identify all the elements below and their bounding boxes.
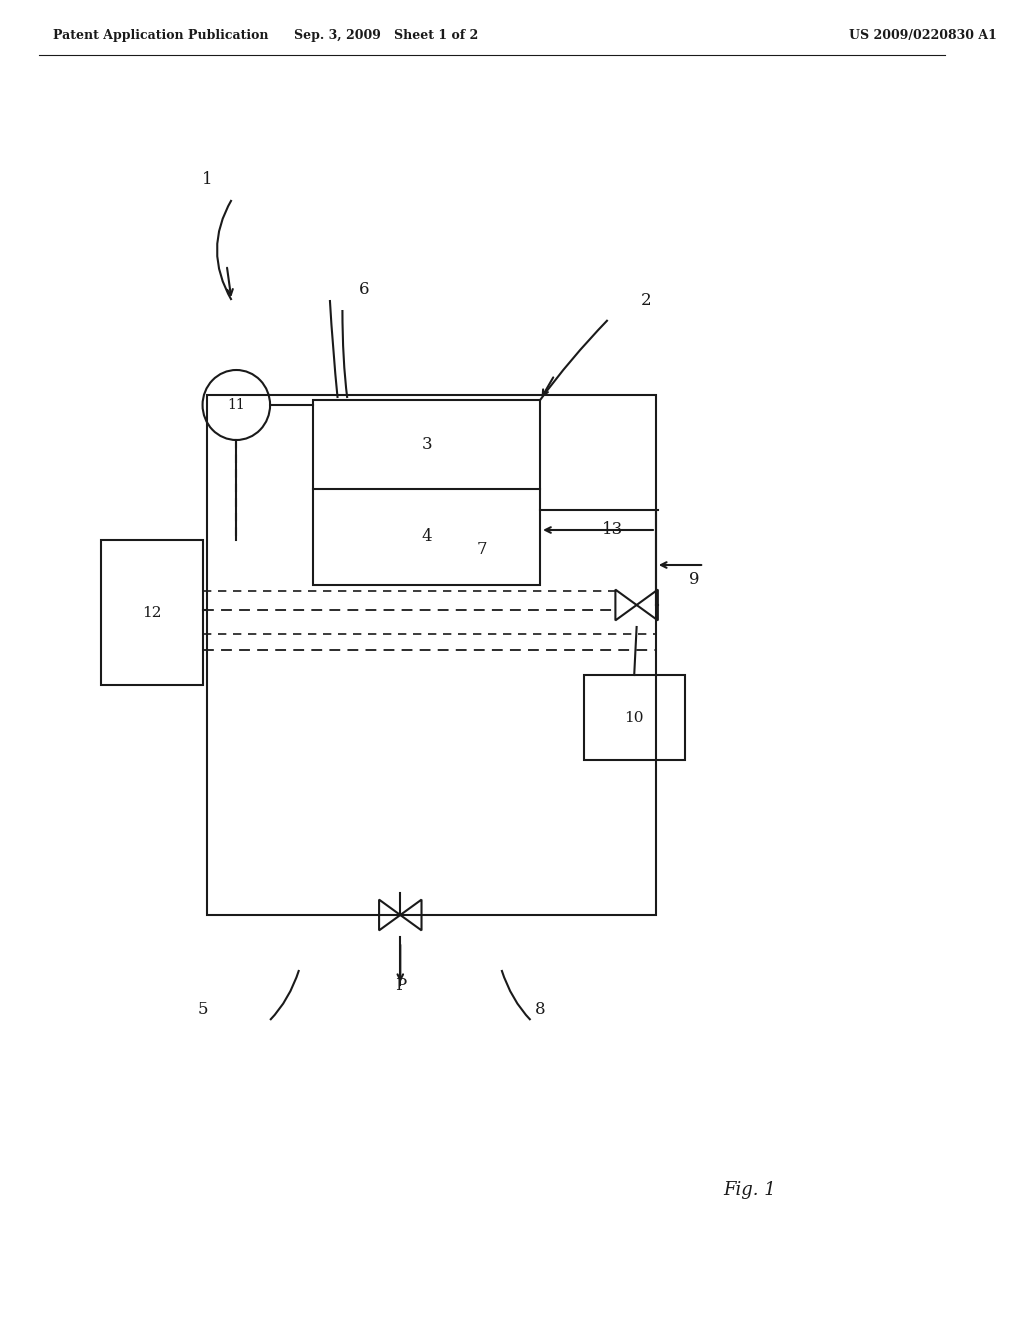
Text: Sep. 3, 2009   Sheet 1 of 2: Sep. 3, 2009 Sheet 1 of 2 <box>294 29 478 41</box>
Text: 5: 5 <box>198 1002 208 1019</box>
Text: 2: 2 <box>641 292 651 309</box>
Text: US 2009/0220830 A1: US 2009/0220830 A1 <box>849 29 996 41</box>
Text: 1: 1 <box>202 172 213 189</box>
Text: 4: 4 <box>422 528 432 545</box>
Bar <box>101 540 203 685</box>
Text: P: P <box>394 977 406 994</box>
Text: 13: 13 <box>602 521 624 539</box>
Text: 9: 9 <box>689 572 699 589</box>
Bar <box>208 395 656 915</box>
Text: 8: 8 <box>535 1002 546 1019</box>
Text: 7: 7 <box>477 541 487 558</box>
Bar <box>313 400 541 585</box>
Text: Patent Application Publication: Patent Application Publication <box>53 29 268 41</box>
Text: 3: 3 <box>422 436 432 453</box>
Text: 12: 12 <box>142 606 162 619</box>
Text: 6: 6 <box>359 281 370 298</box>
Text: 10: 10 <box>625 710 644 725</box>
Text: 11: 11 <box>227 399 245 412</box>
Bar <box>584 675 685 760</box>
Text: Fig. 1: Fig. 1 <box>723 1181 776 1199</box>
